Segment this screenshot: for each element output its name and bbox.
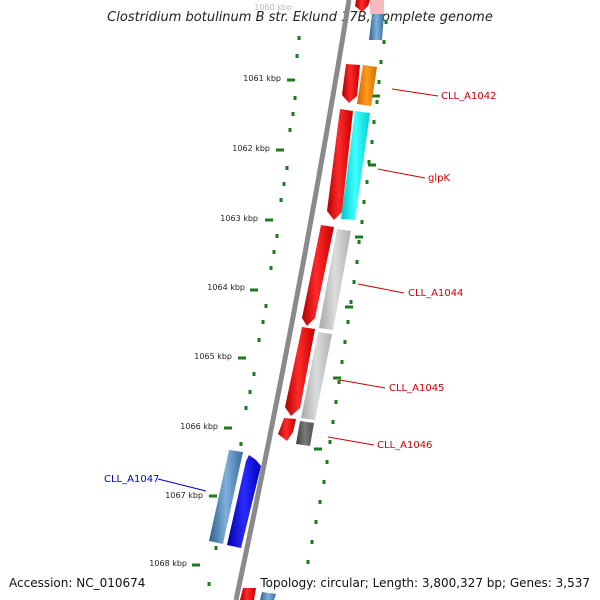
gene-label-cll-a1042: CLL_A1042 [441, 91, 496, 102]
kbp-label-1063: 1063 kbp [220, 214, 258, 223]
gene-label-cll-a1045: CLL_A1045 [389, 383, 444, 394]
gene-steelblue-bottom[interactable] [260, 592, 276, 600]
gene-cll-a1042[interactable] [357, 65, 377, 106]
kbp-label-1064: 1064 kbp [207, 283, 245, 292]
accession-text: Accession: NC_010674 [9, 576, 146, 590]
tick-marks-outer [306, 20, 388, 564]
kbp-label-1067: 1067 kbp [165, 491, 203, 500]
kbp-label-1068: 1068 kbp [149, 559, 187, 568]
topology-text: Topology: circular; Length: 3,800,327 bp… [260, 576, 590, 590]
kbp-label-1061: 1061 kbp [243, 74, 281, 83]
gene-cll-a1045[interactable] [301, 332, 332, 420]
gene-red-5[interactable] [278, 418, 296, 441]
gene-red-bottom[interactable] [240, 588, 256, 600]
kbp-label-1062: 1062 kbp [232, 144, 270, 153]
tick-marks-inner-major [192, 78, 295, 567]
gene-label-glpk: glpK [428, 173, 450, 184]
gene-label-cll-a1047: CLL_A1047 [104, 474, 159, 485]
gene-cll-a1046[interactable] [296, 421, 314, 446]
map-title: Clostridium botulinum B str. Eklund 17B,… [107, 10, 493, 25]
gene-cll-a1044[interactable] [319, 229, 351, 330]
kbp-label-1066: 1066 kbp [180, 422, 218, 431]
gene-red-4[interactable] [285, 327, 315, 416]
gene-pink-top[interactable] [370, 0, 384, 14]
kbp-label-1060: 1060 kbp [254, 3, 292, 12]
leader-lines [157, 88, 439, 492]
tick-marks-outer-major [314, 94, 380, 451]
gene-steelblue-top[interactable] [369, 14, 384, 40]
genome-backbone [233, 0, 352, 600]
gene-red-1[interactable] [342, 64, 360, 103]
gene-glpk[interactable] [341, 111, 370, 220]
kbp-label-1065: 1065 kbp [194, 352, 232, 361]
cds-track-other [209, 0, 384, 600]
gene-label-cll-a1044: CLL_A1044 [408, 288, 463, 299]
gene-red-2[interactable] [327, 109, 353, 220]
gene-cll-a1047[interactable] [209, 450, 243, 544]
gene-label-cll-a1046: CLL_A1046 [377, 440, 432, 451]
gene-red-3[interactable] [302, 225, 334, 326]
gene-red-top[interactable] [355, 0, 370, 12]
gene-blue[interactable] [227, 455, 261, 548]
cds-track-red [240, 0, 370, 600]
